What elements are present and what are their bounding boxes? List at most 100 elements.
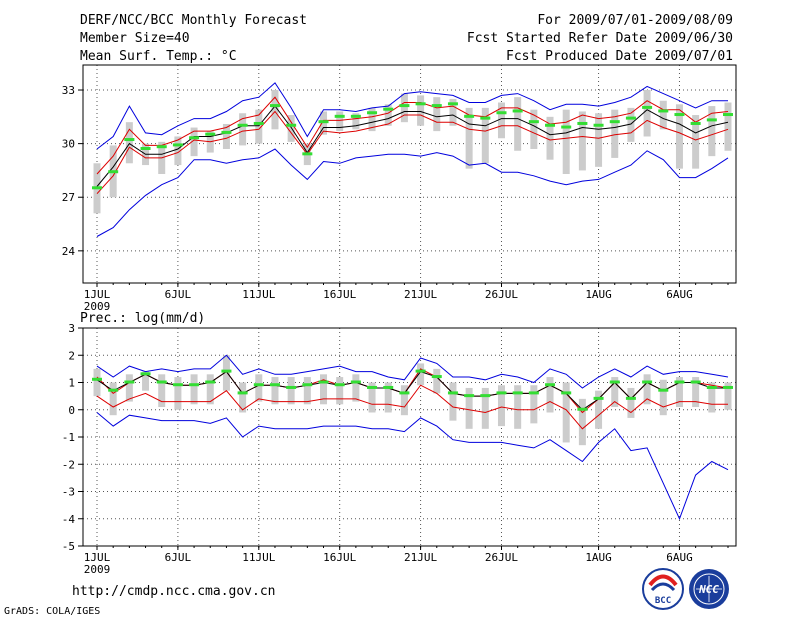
temp-median-marker [286,123,297,127]
temp-median-marker [383,107,394,111]
temp-median-marker [269,104,280,108]
prec-box [400,385,408,416]
temp-median-marker [674,113,685,117]
prec-median-marker [237,391,248,395]
prec-box [433,368,441,394]
temp-median-marker [253,121,264,125]
member-size-label: Member Size=40 [80,31,190,46]
prec-box [514,385,522,429]
temp-box [384,104,392,126]
temp-median-marker [690,121,701,125]
temp-xtick-label: 6AUG [666,288,693,301]
temp-median-marker [124,138,135,142]
temp-panel-title: Mean Surf. Temp.: °C [80,49,237,64]
prec-median-marker [723,385,733,389]
prec-median-marker [577,407,588,411]
temp-box [675,104,683,169]
temp-median-marker [221,130,232,134]
prec-box [320,374,328,405]
prec-median-marker [334,383,345,387]
temp-median-marker [415,102,426,106]
prec-median-marker [140,372,151,376]
temp-ytick-label: 24 [62,245,76,258]
temp-xtick-label: 1JUL [84,288,111,301]
prec-median-marker [286,385,297,389]
temp-box [400,93,408,123]
prec-box [417,363,425,386]
prec-median-marker [561,391,572,395]
prec-xtick-label: 6AUG [666,551,693,564]
temp-median-marker [464,114,475,118]
prec-median-marker [253,383,264,387]
prec-box [675,377,683,408]
prec-median-marker [642,380,653,384]
prec-box [384,382,392,413]
prec-median-marker [609,380,620,384]
prec-median-marker [706,385,717,389]
prec-median-marker [350,380,361,384]
temp-median-marker [625,116,636,120]
temp-ytick-label: 33 [62,84,75,97]
prec-box [222,355,230,391]
prec-median-marker [383,385,394,389]
prec-series-ensemble-min [96,412,729,521]
prec-median-marker [172,383,183,387]
prec-box [158,374,166,408]
prec-median-marker [593,396,604,400]
temp-series-mean-sd [96,110,729,195]
prec-box [368,382,376,413]
source-url[interactable]: http://cmdp.ncc.cma.gov.cn [72,584,276,599]
temp-box [578,111,586,171]
temp-median-marker [334,114,345,118]
prec-box [239,382,247,413]
temp-box [562,109,570,174]
prec-box [206,374,214,405]
temp-box [627,107,635,142]
temp-median-marker [512,109,523,113]
prec-median-marker [545,383,556,387]
bcc-logo: BCC [642,568,684,610]
temp-box [287,115,295,142]
temp-median-marker [140,146,151,150]
prec-median-marker [269,383,280,387]
temp-series-mean-sd [96,96,729,175]
prec-median-marker [431,375,442,379]
prec-median-marker [399,391,410,395]
prec-series-ensemble-mean [96,370,728,411]
temp-median-marker [561,125,572,129]
prec-box [465,387,473,429]
prec-median-marker [496,391,507,395]
temp-box [514,97,522,151]
temp-median-marker [350,114,361,118]
temp-xtick-label: 1AUG [585,288,612,301]
temp-year-label: 2009 [84,300,111,313]
temp-median-marker [658,109,669,113]
temp-median-marker [189,136,200,140]
bcc-logo-text: BCC [655,596,671,606]
prec-box [142,371,150,391]
temp-median-marker [723,113,733,117]
temp-series-ensemble-max [96,82,728,150]
temp-series-ensemble-min [96,148,729,237]
prec-box [352,374,360,402]
temp-box [239,113,247,146]
temp-median-marker [642,105,653,109]
prec-ytick-label: -5 [62,540,75,553]
prec-xtick-label: 11JUL [242,551,275,564]
temp-box [352,113,360,130]
temp-median-marker [609,120,620,124]
prec-median-marker [108,388,119,392]
temp-xtick-label: 26JUL [485,288,518,301]
temp-median-marker [108,170,119,174]
forecast-period: For 2009/07/01-2009/08/09 [537,13,733,28]
temp-xtick-label: 21JUL [404,288,437,301]
prec-series-mean-sd [96,384,728,430]
temp-series-ensemble-mean [96,105,729,187]
prec-box [174,377,182,410]
temp-median-marker [367,111,378,115]
temp-median-marker [447,102,458,106]
temp-box [724,102,732,151]
prec-median-marker [625,396,636,400]
prec-median-marker [658,388,669,392]
prec-ytick-label: 0 [68,404,75,417]
